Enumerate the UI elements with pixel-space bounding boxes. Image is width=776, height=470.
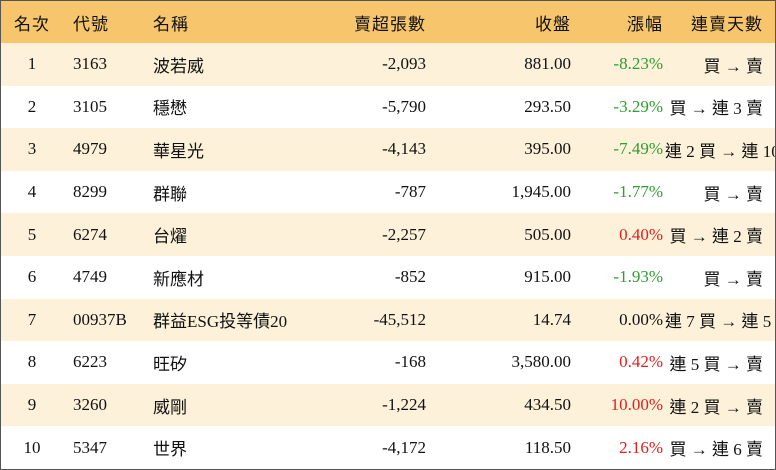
table-row: 9 3260 威剛 -1,224 434.50 10.00% 連 2 買 → 賣	[1, 383, 775, 427]
table-cell: 2	[27, 96, 37, 116]
table-cell: 連 2 買 → 賣	[669, 397, 764, 417]
table-cell: 買 → 連 6 賣	[669, 440, 764, 460]
table-cell: 0.00%	[619, 309, 663, 329]
table-cell: 3,580.00	[511, 352, 572, 372]
table-cell: 買 → 賣	[703, 56, 764, 76]
table-cell: 4	[27, 182, 37, 202]
table-cell: 4979	[73, 139, 107, 159]
table-cell: 9	[27, 395, 37, 415]
table-cell: 7	[27, 309, 37, 329]
table-cell: 8299	[73, 182, 107, 202]
table-cell: 434.50	[524, 395, 571, 415]
table-cell: 6223	[73, 352, 107, 372]
table-cell: 293.50	[524, 96, 571, 116]
table-cell: 連 5 買 → 賣	[669, 354, 764, 374]
table-cell: -7.49%	[613, 139, 663, 159]
table-cell: 世界	[153, 440, 187, 460]
table-cell: -1.77%	[613, 182, 663, 202]
table-cell: 新應材	[153, 269, 204, 289]
table-header: 名次 代號 名稱 賣超張數 收盤 漲幅 連賣天數	[1, 1, 775, 43]
table-cell: 買 → 連 3 賣	[669, 99, 764, 119]
table-row: 5 6274 台燿 -2,257 505.00 0.40% 買 → 連 2 賣	[1, 213, 775, 256]
table-row: 10 5347 世界 -4,172 118.50 2.16% 買 → 連 6 賣	[1, 426, 775, 469]
header-cell: 收盤	[535, 14, 571, 34]
table-cell: 0.42%	[619, 352, 663, 372]
table-row: 1 3163 波若威 -2,093 881.00 -8.23% 買 → 賣	[1, 43, 775, 86]
table-row: 2 3105 穩懋 -5,790 293.50 -3.29% 買 → 連 3 賣	[1, 86, 775, 129]
table-cell: 連 7 買 → 連 5 賣	[665, 312, 775, 332]
table-cell: -1,224	[382, 395, 426, 415]
table-cell: 1	[27, 54, 37, 74]
header-cell: 名稱	[153, 14, 189, 34]
table-cell: 3163	[73, 54, 107, 74]
table-cell: -5,790	[382, 96, 426, 116]
header-cell: 漲幅	[627, 14, 663, 34]
table-cell: 買 → 賣	[703, 184, 764, 204]
table-cell: -3.29%	[613, 96, 663, 116]
table-cell: 118.50	[524, 437, 571, 457]
table-cell: -8.23%	[613, 54, 663, 74]
table-cell: 0.40%	[619, 224, 663, 244]
table-cell: 10	[23, 437, 41, 457]
table-row: 4 8299 群聯 -787 1,945.00 -1.77% 買 → 賣	[1, 171, 775, 214]
table-cell: -787	[394, 182, 426, 202]
table-cell: -2,257	[382, 224, 426, 244]
table-cell: 395.00	[524, 139, 571, 159]
table-cell: 14.74	[532, 309, 571, 329]
header-cell: 代號	[73, 14, 109, 34]
table-cell: -4,172	[382, 437, 426, 457]
table-cell: 群益ESG投等債20	[153, 312, 288, 332]
table-row: 8 6223 旺矽 -168 3,580.00 0.42% 連 5 買 → 賣	[1, 341, 775, 384]
table-cell: 5347	[73, 437, 107, 457]
table-cell: 穩懋	[153, 99, 187, 119]
table-cell: 881.00	[524, 54, 571, 74]
table-cell: 00937B	[73, 309, 127, 329]
table-cell: -852	[394, 267, 426, 287]
table-cell: 旺矽	[153, 354, 187, 374]
table-cell: 8	[27, 352, 37, 372]
table-cell: 3	[27, 139, 37, 159]
table-cell: 6	[27, 267, 37, 287]
table-row: 3 4979 華星光 -4,143 395.00 -7.49%連 2 買 → 連 10 賣	[1, 128, 775, 171]
table-cell: 5	[27, 224, 37, 244]
table-cell: 買 → 連 2 賣	[669, 227, 764, 247]
header-cell: 連賣天數	[691, 14, 763, 34]
table-row: 7 00937B 群益ESG投等債20 -45,512 14.74 0.00% 連 7 買 …	[1, 298, 775, 342]
table-cell: 3260	[73, 395, 107, 415]
table-cell: 波若威	[153, 56, 204, 76]
table-cell: 買 → 賣	[703, 269, 764, 289]
header-cell: 賣超張數	[354, 14, 426, 34]
table-cell: 華星光	[153, 141, 204, 161]
table-cell: -45,512	[373, 309, 426, 329]
table-body: 1 3163 波若威 -2,093 881.00 -8.23% 買 → 賣 2 3105 穩懋 -5…	[1, 43, 775, 469]
table-cell: -1.93%	[613, 267, 663, 287]
table-cell: -4,143	[382, 139, 426, 159]
table-cell: 505.00	[524, 224, 571, 244]
table-cell: 6274	[73, 224, 107, 244]
header-cell: 名次	[14, 14, 50, 34]
table-cell: 2.16%	[619, 437, 663, 457]
table-cell: -2,093	[382, 54, 426, 74]
table-cell: 連 2 買 → 連 10 賣	[665, 141, 775, 161]
header-row: 名次 代號 名稱 賣超張數 收盤 漲幅 連賣天數	[1, 1, 775, 43]
table-cell: 10.00%	[610, 395, 663, 415]
table-cell: 1,945.00	[511, 182, 572, 202]
table-cell: 4749	[73, 267, 107, 287]
table-cell: 台燿	[153, 227, 187, 247]
table-cell: 群聯	[153, 184, 187, 204]
table-cell: 915.00	[524, 267, 571, 287]
table-cell: 威剛	[153, 397, 187, 417]
table-row: 6 4749 新應材 -852 915.00 -1.93% 買 → 賣	[1, 256, 775, 299]
table-cell: -168	[394, 352, 426, 372]
table-cell: 3105	[73, 96, 107, 116]
